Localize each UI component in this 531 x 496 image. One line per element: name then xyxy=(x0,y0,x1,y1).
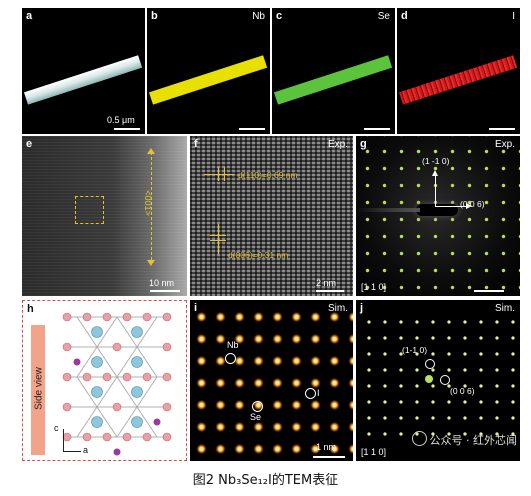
crystal-structure xyxy=(62,312,172,456)
scale-bar-f xyxy=(316,290,344,292)
selection-box xyxy=(75,196,104,224)
simulated-image xyxy=(190,300,353,461)
d006-tick-1 xyxy=(210,235,226,236)
scale-bar-i xyxy=(313,456,345,458)
panel-d-label: d xyxy=(401,10,408,22)
i-label: I xyxy=(317,388,320,398)
i-marker xyxy=(305,388,316,399)
panel-f: f Exp. d(110)=0.69 nm d(006)=0.31 nm 2 n… xyxy=(190,136,353,296)
direction-label: <001> xyxy=(142,190,153,216)
scale-text-e: 10 nm xyxy=(149,278,175,288)
exp-label-g: Exp. xyxy=(494,139,515,150)
hrtem-lattice xyxy=(190,136,353,296)
spot-label-g-a: (1 -1 0) xyxy=(422,156,450,166)
panel-a-label: a xyxy=(26,10,33,22)
scale-text-a: 0.5 μm xyxy=(107,115,135,125)
side-view-label: Side view xyxy=(33,367,45,410)
spot-marker-a xyxy=(425,359,435,369)
panel-g: g Exp. (1 -1 0) (0 0 6) [1 1 0] xyxy=(356,136,520,296)
vector-right xyxy=(436,206,466,207)
panel-d: d I xyxy=(397,8,520,134)
d110-tick-1 xyxy=(218,167,219,181)
se-label: Se xyxy=(250,412,262,422)
beam-stop-rod xyxy=(356,208,420,212)
spot-marker-b xyxy=(440,375,450,385)
diffraction-spots-j xyxy=(356,310,520,443)
vector-up xyxy=(435,174,436,207)
nanorod-image xyxy=(23,55,143,105)
se-marker xyxy=(252,401,263,412)
scale-bar-c xyxy=(364,128,390,130)
i-map-rod xyxy=(398,55,518,105)
panel-j-label: j xyxy=(360,302,364,314)
d110-label: d(110)=0.69 nm xyxy=(238,170,298,180)
panel-a: a 0.5 μm xyxy=(22,8,145,134)
axis-c-label: c xyxy=(54,423,59,433)
vector-up-head xyxy=(432,170,438,176)
element-nb-label: Nb xyxy=(252,11,265,22)
panel-e-label: e xyxy=(26,138,33,150)
figure-caption: 图2 Nb₃Se₁₂I的TEM表征 xyxy=(192,473,339,488)
d006-marker xyxy=(218,224,219,254)
beam-stop xyxy=(416,204,458,216)
spot-label-j-a: (1-1 0) xyxy=(402,345,428,355)
panel-f-label: f xyxy=(194,138,198,150)
zone-axis-g: [1 1 0] xyxy=(361,282,387,292)
wechat-icon xyxy=(411,431,427,446)
panel-b-label: b xyxy=(151,10,158,22)
scale-bar-d xyxy=(489,128,515,130)
axis-c-arrow xyxy=(63,429,64,451)
spot-label-g-b: (0 0 6) xyxy=(460,199,485,209)
nb-marker xyxy=(225,353,236,364)
direction-arrow xyxy=(151,152,152,260)
watermark: 公众号 · 红外芯闻 xyxy=(411,431,518,448)
axis-a-arrow xyxy=(63,451,81,452)
d006-label: d(006)=0.31 nm xyxy=(228,250,289,260)
watermark-text: 公众号 · 红外芯闻 xyxy=(429,434,518,447)
axis-a-label: a xyxy=(83,445,89,455)
diffraction-spots-g xyxy=(356,136,520,296)
lattice-texture xyxy=(22,136,187,296)
panel-i: i Sim. Nb Se I 1 nm xyxy=(190,300,353,461)
d110-marker xyxy=(204,174,234,175)
element-se-label: Se xyxy=(377,11,390,22)
panel-j: j Sim. (1-1 0) (0 0 6) [1 1 0] xyxy=(356,300,520,461)
center-spot xyxy=(425,375,433,383)
scale-text-i: 1 nm xyxy=(316,442,337,452)
d006-tick-2 xyxy=(210,240,226,241)
zone-axis-j: [1 1 0] xyxy=(361,447,387,457)
arrow-head-bottom xyxy=(147,260,155,266)
panel-b: b Nb xyxy=(147,8,270,134)
panel-h-label: h xyxy=(27,303,34,315)
sim-label-i: Sim. xyxy=(328,303,348,314)
exp-label-f: Exp. xyxy=(327,139,348,150)
sim-label-j: Sim. xyxy=(495,303,515,314)
side-view-bar xyxy=(31,325,45,455)
panel-c-label: c xyxy=(276,10,283,22)
nb-map-rod xyxy=(148,55,268,105)
scale-bar-b xyxy=(239,128,265,130)
scale-bar-a xyxy=(114,128,140,130)
scale-bar-g xyxy=(474,290,504,292)
scale-bar-e xyxy=(150,290,180,292)
se-map-rod xyxy=(273,55,393,105)
vector-right-head xyxy=(466,203,472,209)
panel-h: h Side view xyxy=(22,300,187,461)
panel-c: c Se xyxy=(272,8,395,134)
nb-label: Nb xyxy=(227,340,239,350)
panel-g-label: g xyxy=(360,138,367,150)
panel-e: e <001> 10 nm xyxy=(22,136,187,296)
element-i-label: I xyxy=(512,11,515,22)
d110-tick-2 xyxy=(224,167,225,181)
spot-label-j-b: (0 0 6) xyxy=(450,386,475,396)
scale-text-f: 2 nm xyxy=(316,278,337,288)
arrow-head-top xyxy=(147,148,155,154)
panel-i-label: i xyxy=(194,302,198,314)
